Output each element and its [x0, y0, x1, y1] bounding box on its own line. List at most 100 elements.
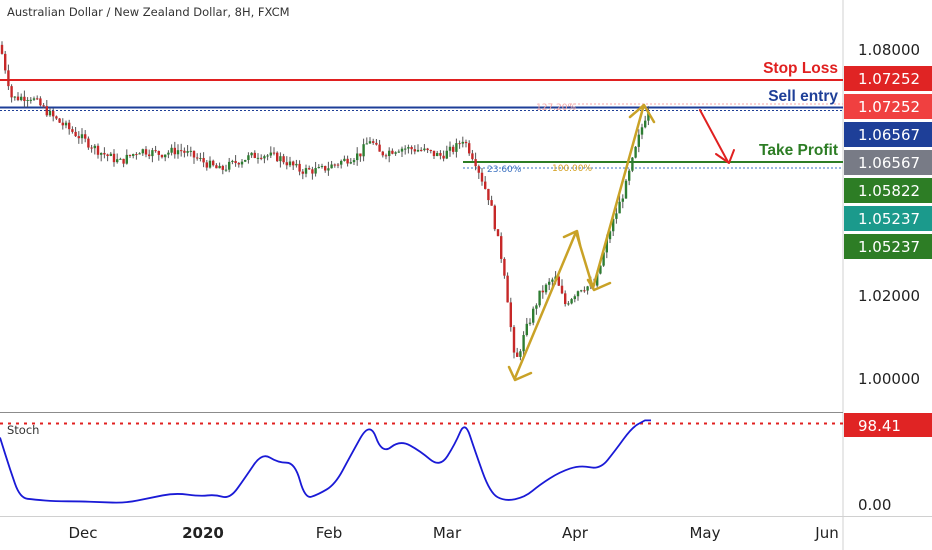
harmonic-pattern-arrows — [507, 103, 656, 382]
tag-stop-loss: 1.07252 — [858, 70, 920, 88]
candle-body — [516, 352, 519, 357]
candle-body — [378, 144, 381, 152]
candle-body — [528, 322, 532, 324]
candle-body — [445, 150, 448, 159]
candle-body — [132, 154, 135, 156]
candle-body — [352, 160, 356, 163]
candle-body — [506, 275, 509, 303]
candle-body — [612, 218, 615, 232]
pattern-leg-2-arrowhead — [586, 278, 612, 292]
candle-body — [304, 168, 308, 174]
candle-body — [500, 236, 503, 259]
candle-body — [42, 105, 45, 107]
tag-entry: 1.07252 — [858, 98, 920, 116]
candle-body — [20, 96, 23, 101]
candle-body — [477, 166, 480, 173]
candle-body — [80, 134, 84, 139]
candle-body — [10, 86, 13, 98]
candle-body — [426, 148, 429, 151]
time-tick-dec: Dec — [68, 524, 97, 542]
candle-body — [237, 163, 240, 165]
candle-body — [55, 116, 58, 119]
candle-body — [295, 163, 298, 166]
candle-body — [196, 157, 199, 159]
candle-body — [461, 141, 464, 144]
candle-body — [538, 290, 541, 306]
candle-body — [340, 160, 343, 165]
candle-body — [276, 152, 279, 162]
candle-body — [432, 150, 436, 157]
candle-body — [570, 299, 573, 304]
candle-body — [522, 335, 525, 352]
candle-body — [567, 303, 570, 305]
main-pane-background — [0, 0, 843, 412]
candle-body — [439, 153, 442, 156]
candle-body — [208, 160, 212, 168]
tag-stoch-value: 98.41 — [858, 417, 901, 435]
candle-body — [407, 147, 410, 149]
candle-body — [458, 143, 461, 145]
candlestick-series — [0, 41, 650, 361]
candle-body — [436, 153, 439, 157]
candle-body — [180, 150, 183, 152]
stoch-label: Stoch — [7, 423, 39, 437]
sell-entry-label: Sell entry — [768, 88, 838, 105]
candle-body — [416, 149, 420, 152]
candle-body — [84, 134, 87, 139]
stoch-tick-0: 0.00 — [858, 496, 891, 514]
candle-body — [384, 155, 388, 157]
stop-loss-label: Stop Loss — [763, 60, 838, 77]
candle-body — [468, 143, 471, 154]
candle-body — [455, 143, 458, 152]
candle-body — [583, 290, 586, 292]
candle-body — [448, 146, 452, 151]
candle-body — [39, 98, 42, 106]
candle-body — [496, 229, 500, 237]
candle-body — [279, 156, 282, 162]
candle-body — [410, 147, 413, 150]
candle-body — [420, 149, 423, 151]
candle-body — [586, 286, 589, 291]
candle-body — [266, 155, 269, 157]
candle-body — [272, 152, 276, 154]
candle-body — [212, 160, 215, 166]
candle-body — [90, 147, 93, 149]
candle-body — [244, 159, 247, 162]
candle-body — [218, 165, 221, 169]
tag-current-2-bg — [844, 150, 932, 175]
candle-body — [452, 146, 455, 152]
candle-body — [128, 154, 132, 156]
candle-body — [317, 167, 320, 169]
tag-fib-green: 1.05237 — [858, 238, 920, 256]
candle-body — [464, 141, 468, 144]
candle-body — [68, 122, 71, 130]
candle-body — [599, 265, 602, 274]
candle-body — [164, 154, 167, 158]
candle-body — [490, 200, 493, 206]
price-axis: 1.08000 1.02000 1.00000 0.00 — [858, 41, 920, 514]
candle-body — [256, 157, 260, 159]
candle-body — [644, 120, 647, 128]
candle-body — [628, 170, 631, 181]
candle-body — [535, 305, 538, 309]
target-arrow — [699, 109, 735, 164]
candle-body — [429, 150, 432, 152]
candle-body — [388, 150, 391, 157]
candle-body — [493, 205, 496, 230]
candle-body — [221, 165, 224, 170]
tag-take-profit: 1.05822 — [858, 182, 920, 200]
candle-body — [16, 96, 20, 101]
candle-body — [596, 273, 599, 286]
candle-body — [484, 181, 487, 189]
tag-stop-loss-bg — [844, 66, 932, 91]
candle-body — [532, 308, 535, 323]
pattern-start-arrowhead — [507, 365, 533, 382]
candle-body — [647, 111, 650, 121]
fib-127-label: 127.20% — [536, 103, 576, 113]
candle-body — [141, 149, 144, 154]
candle-body — [356, 153, 359, 161]
candle-body — [637, 134, 640, 147]
candle-body — [487, 188, 490, 201]
candle-body — [176, 150, 180, 155]
candle-body — [7, 70, 10, 87]
